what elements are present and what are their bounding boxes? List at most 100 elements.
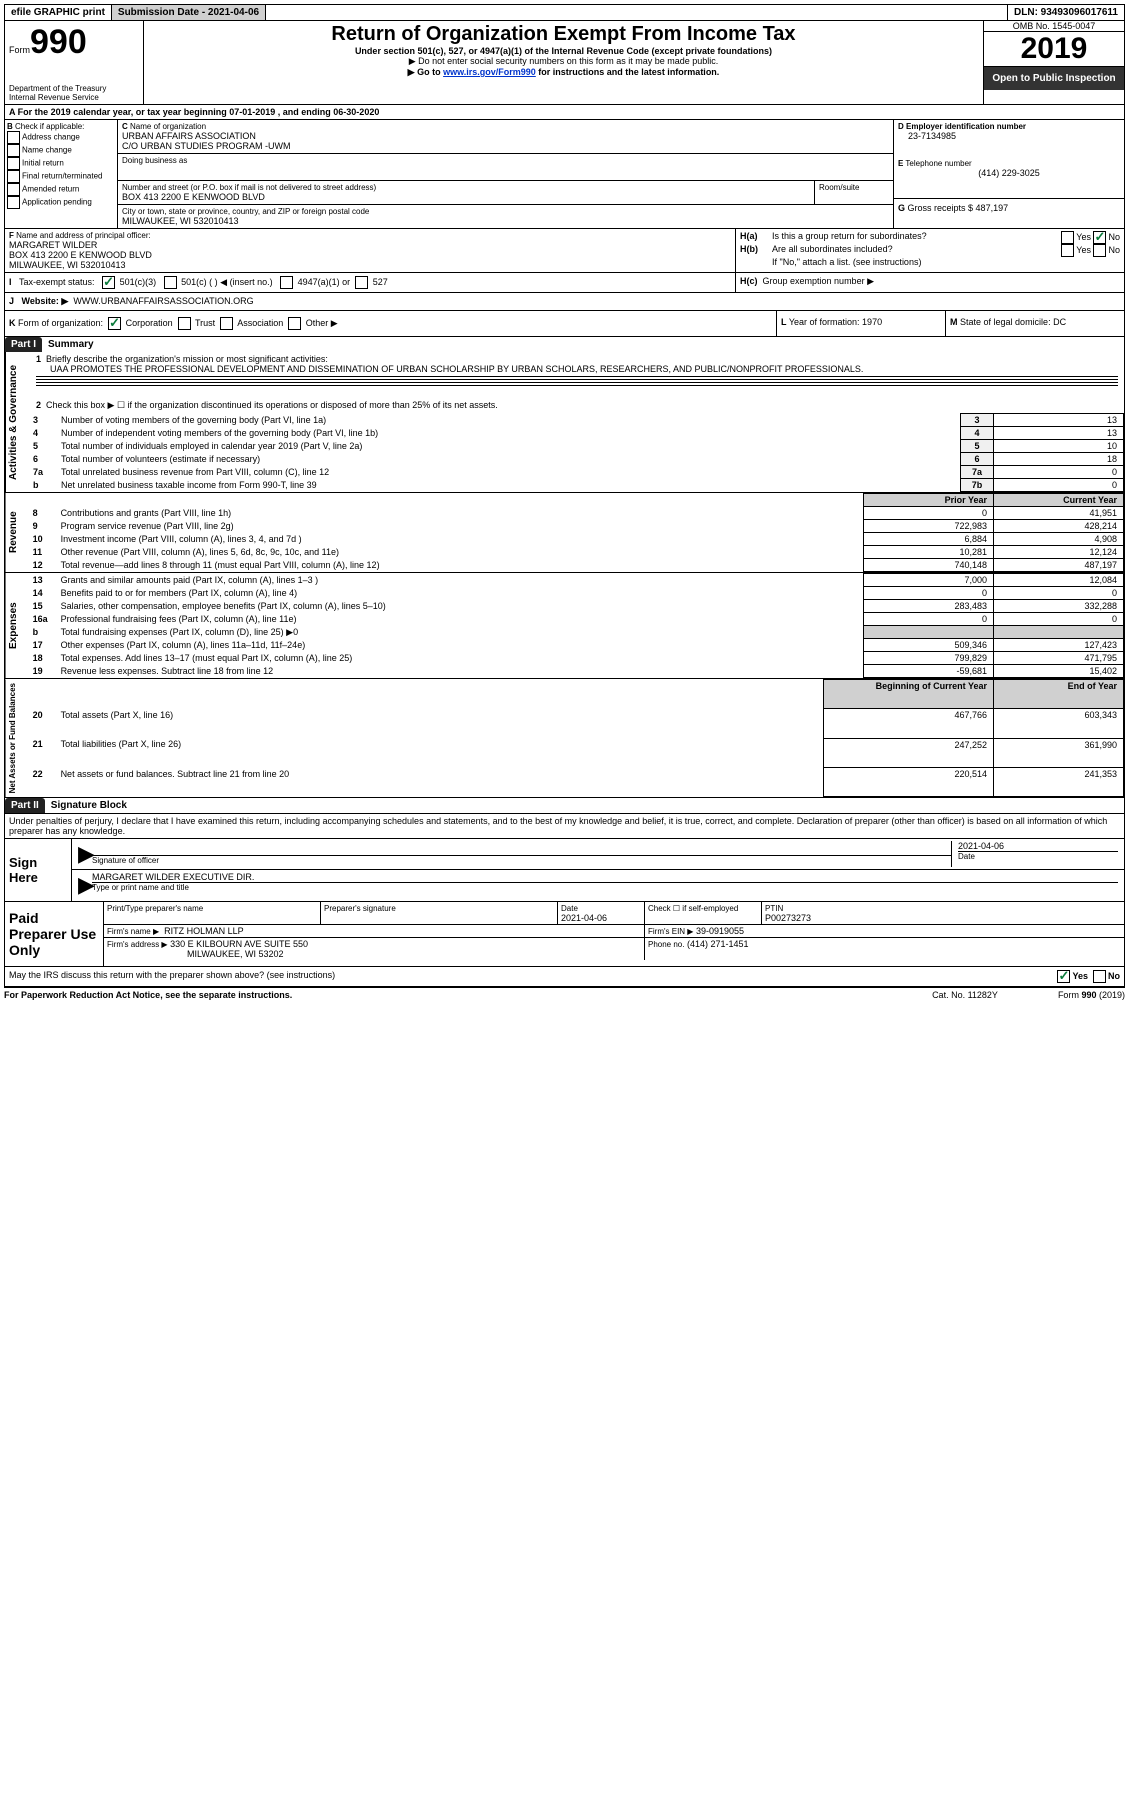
phone-label: Telephone number (905, 159, 971, 168)
hb-no-checkbox[interactable] (1093, 244, 1106, 257)
other-checkbox[interactable] (288, 317, 301, 330)
ein: 23-7134985 (898, 131, 1120, 141)
firm-name: RITZ HOLMAN LLP (164, 926, 244, 936)
year-formation: Year of formation: 1970 (789, 317, 882, 327)
final-return-checkbox[interactable] (7, 170, 20, 183)
ein-label: Employer identification number (906, 122, 1026, 131)
governance-table: 3Number of voting members of the governi… (30, 413, 1124, 492)
opt-amended: Amended return (22, 185, 79, 194)
tax-year-range: For the 2019 calendar year, or tax year … (18, 107, 380, 117)
form-title: Return of Organization Exempt From Incom… (146, 23, 981, 46)
501c3-checkbox[interactable] (102, 276, 115, 289)
row3-label: Number of voting members of the governin… (58, 414, 961, 427)
penalty-text: Under penalties of perjury, I declare th… (5, 813, 1124, 838)
firm-addr1: 330 E KILBOURN AVE SUITE 550 (170, 939, 308, 949)
check-applicable: Check if applicable: (15, 122, 84, 131)
gross-receipts: Gross receipts $ 487,197 (908, 203, 1009, 213)
side-revenue: Revenue (5, 493, 30, 572)
submission-date: Submission Date - 2021-04-06 (112, 5, 266, 20)
open-public: Open to Public Inspection (984, 67, 1124, 90)
street: BOX 413 2200 E KENWOOD BLVD (122, 192, 810, 202)
part1-title: Summary (42, 339, 94, 350)
phone: (414) 229-3025 (898, 168, 1120, 178)
sig-date-label: Date (958, 851, 1118, 861)
501c-checkbox[interactable] (164, 276, 177, 289)
row4-label: Number of independent voting members of … (58, 427, 961, 440)
prep-phone: (414) 271-1451 (687, 939, 749, 949)
hc-label: Group exemption number ▶ (763, 276, 874, 286)
corp-checkbox[interactable] (108, 317, 121, 330)
room-label: Room/suite (814, 181, 893, 204)
tax-year: 2019 (984, 32, 1124, 67)
org-name: URBAN AFFAIRS ASSOCIATION (122, 131, 889, 141)
paid-preparer-block: Paid Preparer Use Only Print/Type prepar… (4, 901, 1125, 967)
cat-no: Cat. No. 11282Y (932, 990, 998, 1000)
website-row: J Website: ▶ WWW.URBANAFFAIRSASSOCIATION… (4, 292, 1125, 310)
type-print-label: Type or print name and title (92, 883, 1118, 892)
sign-here-label: Sign Here (5, 839, 72, 901)
discuss-no-checkbox[interactable] (1093, 970, 1106, 983)
ha-label: Is this a group return for subordinates? (772, 231, 1061, 244)
paperwork-notice: For Paperwork Reduction Act Notice, see … (4, 990, 292, 1000)
ha-no-checkbox[interactable] (1093, 231, 1106, 244)
part2: Part IISignature Block Under penalties o… (4, 798, 1125, 838)
part2-header: Part II (5, 798, 45, 813)
prep-date: 2021-04-06 (561, 913, 607, 923)
org-careof: C/O URBAN STUDIES PROGRAM -UWM (122, 141, 889, 151)
state-domicile: State of legal domicile: DC (960, 317, 1066, 327)
sig-officer-label: Signature of officer (92, 856, 951, 865)
city-label: City or town, state or province, country… (122, 207, 889, 216)
dba-label: Doing business as (118, 154, 893, 181)
officer-sign-name: MARGARET WILDER EXECUTIVE DIR. (92, 872, 1118, 883)
officer-addr1: BOX 413 2200 E KENWOOD BLVD (9, 250, 731, 260)
hb-yes-checkbox[interactable] (1061, 244, 1074, 257)
expense-table: 13Grants and similar amounts paid (Part … (30, 573, 1124, 678)
opt-address: Address change (22, 133, 80, 142)
ha-yes-checkbox[interactable] (1061, 231, 1074, 244)
fh-row: F Name and address of principal officer:… (4, 228, 1125, 272)
street-label: Number and street (or P.O. box if mail i… (122, 183, 810, 192)
part1: Part ISummary Activities & Governance 1 … (4, 337, 1125, 798)
row7a-label: Total unrelated business revenue from Pa… (58, 466, 961, 479)
website-val: WWW.URBANAFFAIRSASSOCIATION.ORG (73, 296, 253, 306)
line1-text: UAA PROMOTES THE PROFESSIONAL DEVELOPMEN… (36, 364, 1118, 374)
officer-name: MARGARET WILDER (9, 240, 731, 250)
side-expenses: Expenses (5, 573, 30, 678)
form990-link[interactable]: www.irs.gov/Form990 (443, 67, 536, 77)
name-change-checkbox[interactable] (7, 144, 20, 157)
opt-initial: Initial return (22, 159, 64, 168)
net-table: Beginning of Current YearEnd of Year 20T… (30, 679, 1124, 797)
page-footer: For Paperwork Reduction Act Notice, see … (4, 988, 1125, 1002)
discuss-yes-checkbox[interactable] (1057, 970, 1070, 983)
address-change-checkbox[interactable] (7, 131, 20, 144)
trust-checkbox[interactable] (178, 317, 191, 330)
hb-label: Are all subordinates included? (772, 244, 1061, 257)
org-name-label: Name of organization (130, 122, 206, 131)
part1-header: Part I (5, 337, 42, 352)
amended-return-checkbox[interactable] (7, 183, 20, 196)
line2: Check this box ▶ ☐ if the organization d… (46, 400, 498, 410)
app-pending-checkbox[interactable] (7, 196, 20, 209)
omb: OMB No. 1545-0047 (984, 21, 1124, 32)
discuss-label: May the IRS discuss this return with the… (9, 970, 1057, 983)
side-net: Net Assets or Fund Balances (5, 679, 30, 797)
form-footer: Form 990 (2019) (1058, 990, 1125, 1000)
4947-checkbox[interactable] (280, 276, 293, 289)
note2-pre: ▶ Go to (408, 67, 443, 77)
form-org-label: Form of organization: (18, 318, 103, 328)
opt-name: Name change (22, 146, 72, 155)
prep-sig-label: Preparer's signature (324, 904, 396, 913)
firm-addr2: MILWAUKEE, WI 53202 (107, 949, 284, 959)
side-activities: Activities & Governance (5, 352, 30, 492)
assoc-checkbox[interactable] (220, 317, 233, 330)
klm-row: K Form of organization: Corporation Trus… (4, 310, 1125, 337)
line-a: A For the 2019 calendar year, or tax yea… (4, 105, 1125, 120)
print-name-label: Print/Type preparer's name (107, 904, 203, 913)
row7b-label: Net unrelated business taxable income fr… (58, 479, 961, 492)
officer-label: Name and address of principal officer: (16, 231, 151, 240)
form-note1: ▶ Do not enter social security numbers o… (146, 56, 981, 67)
527-checkbox[interactable] (355, 276, 368, 289)
initial-return-checkbox[interactable] (7, 157, 20, 170)
city: MILWAUKEE, WI 532010413 (122, 216, 889, 226)
row6-label: Total number of volunteers (estimate if … (58, 453, 961, 466)
